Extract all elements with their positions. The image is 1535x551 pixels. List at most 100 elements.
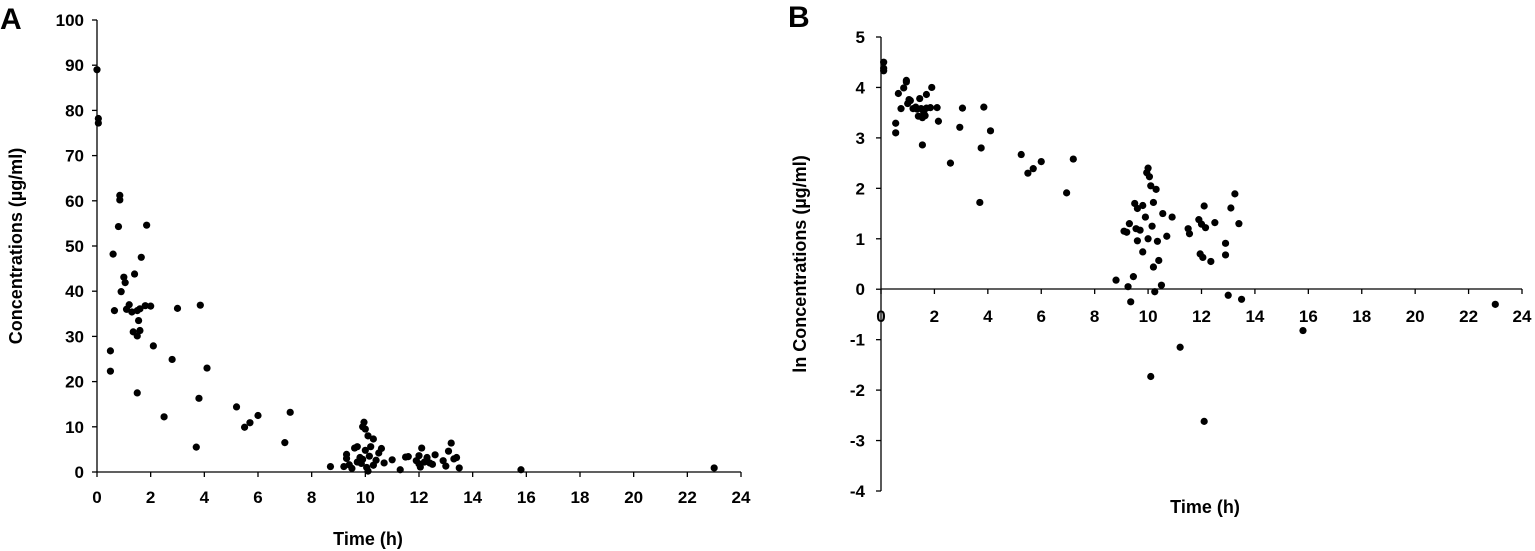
panel-a-y-ticks: 0 10 20 30 40 50 60 70 80 90 100 (56, 11, 97, 482)
y-tick-label: 90 (65, 56, 84, 75)
data-point (428, 460, 437, 468)
data-point (1149, 263, 1158, 271)
data-point (348, 464, 356, 472)
data-point (116, 196, 124, 204)
data-point (203, 364, 211, 372)
data-point (1200, 202, 1208, 210)
data-point (120, 273, 128, 281)
x-tick-label: 16 (517, 488, 536, 507)
y-tick-label: 100 (56, 11, 84, 30)
y-tick-label: -4 (850, 482, 866, 501)
x-tick-label: 8 (307, 488, 316, 507)
y-tick-label: 0 (856, 280, 865, 299)
data-point (1199, 253, 1207, 262)
data-point (1148, 222, 1156, 230)
x-tick-label: 8 (1090, 307, 1099, 326)
data-point (1151, 288, 1159, 296)
data-point (1147, 182, 1155, 190)
data-point (286, 408, 294, 416)
x-tick-label: 12 (1192, 307, 1211, 326)
panel-b-x-ticks: 0 2 4 6 8 10 12 14 16 18 20 22 24 (876, 289, 1532, 326)
data-point (372, 456, 380, 464)
data-point (880, 58, 888, 66)
data-point (361, 425, 369, 433)
y-tick-label: 4 (856, 78, 866, 97)
data-point (1133, 204, 1141, 213)
x-tick-label: 4 (983, 307, 993, 326)
data-point (918, 141, 926, 149)
data-point (416, 463, 424, 471)
data-point (369, 435, 377, 443)
y-tick-label: 2 (856, 179, 865, 198)
data-point (1029, 165, 1037, 173)
data-point (1139, 201, 1147, 210)
data-point (1200, 417, 1208, 425)
data-point (380, 459, 388, 467)
data-point (195, 394, 203, 402)
data-point (326, 462, 335, 471)
data-point (168, 355, 176, 364)
data-point (956, 123, 964, 131)
y-tick-label: 20 (65, 373, 84, 392)
panel-a-x-axis-title: Time (h) (333, 529, 403, 549)
data-point (1133, 237, 1141, 245)
data-point (455, 464, 463, 472)
data-point (977, 144, 985, 152)
data-point (976, 198, 984, 207)
data-point (117, 288, 125, 296)
data-point (1231, 190, 1239, 198)
data-point (447, 439, 455, 447)
panel-b-y-axis-title: ln Concentrations (µg/ml) (790, 155, 810, 372)
data-point (246, 419, 254, 427)
data-point (114, 222, 123, 231)
data-point (367, 443, 375, 451)
data-point (232, 403, 241, 411)
data-point (136, 326, 144, 335)
x-tick-label: 2 (146, 488, 155, 507)
data-point (958, 104, 967, 112)
data-point (121, 279, 129, 287)
data-point (444, 447, 453, 455)
data-point (137, 253, 145, 261)
x-tick-label: 6 (253, 488, 262, 507)
data-point (106, 367, 115, 375)
data-point (1185, 230, 1194, 238)
data-point (364, 432, 372, 440)
panel-a-label: A (0, 3, 22, 36)
data-point (1124, 283, 1132, 291)
data-point (1149, 198, 1158, 207)
data-point (906, 96, 914, 105)
data-point (1235, 220, 1243, 228)
data-point (173, 304, 182, 312)
data-point (442, 462, 450, 470)
data-point (1141, 213, 1150, 221)
data-point (359, 455, 367, 463)
y-tick-label: 3 (856, 129, 865, 148)
x-tick-label: 14 (1245, 307, 1264, 326)
y-tick-label: 80 (65, 101, 84, 120)
data-point (134, 316, 143, 325)
panel-a-x-ticks: 0 2 4 6 8 10 12 14 16 18 20 22 24 (92, 472, 751, 507)
data-point (1155, 256, 1163, 265)
data-point (240, 423, 249, 431)
data-point (1211, 219, 1219, 227)
data-point (1168, 213, 1176, 221)
data-point (880, 67, 888, 75)
panel-b-data-points (880, 58, 1499, 425)
data-point (1491, 300, 1499, 308)
data-point (452, 453, 461, 462)
x-tick-label: 10 (356, 488, 375, 507)
data-point (360, 418, 368, 426)
data-point (946, 159, 955, 167)
data-point (1129, 273, 1137, 281)
data-point (361, 446, 369, 454)
y-tick-label: -1 (850, 331, 865, 350)
data-point (1207, 257, 1215, 266)
data-point (141, 302, 149, 310)
data-point (1159, 209, 1167, 218)
x-tick-label: 18 (571, 488, 590, 507)
data-point (364, 467, 372, 475)
data-point (1017, 150, 1025, 159)
data-point (1123, 228, 1131, 236)
data-point (900, 84, 908, 92)
